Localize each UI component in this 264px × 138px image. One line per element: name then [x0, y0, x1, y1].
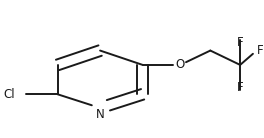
Text: F: F — [257, 44, 263, 57]
Text: F: F — [237, 36, 243, 49]
Text: Cl: Cl — [3, 88, 15, 101]
Text: O: O — [176, 58, 185, 71]
Text: F: F — [237, 81, 243, 94]
Text: N: N — [96, 108, 105, 121]
